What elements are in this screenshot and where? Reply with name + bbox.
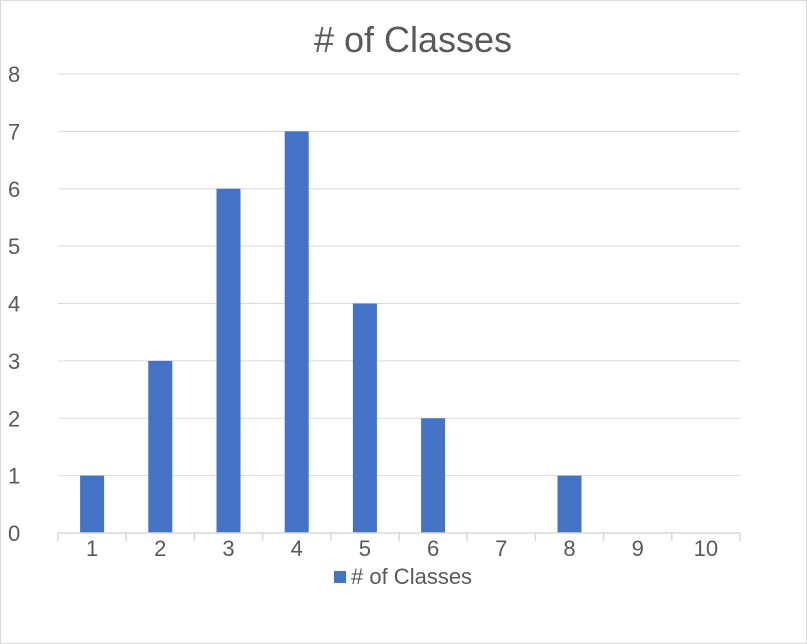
bar-8 [557, 475, 582, 533]
y-tick-label: 0 [8, 521, 20, 546]
x-tick-label: 9 [632, 536, 644, 561]
y-tick-label: 8 [8, 62, 20, 87]
bar-5 [352, 303, 377, 533]
legend: # of Classes [334, 564, 472, 589]
x-tick-label: 6 [427, 536, 439, 561]
bar-2 [148, 360, 173, 533]
x-tick-label: 2 [154, 536, 166, 561]
legend-swatch [334, 571, 346, 583]
x-tick-label: 3 [222, 536, 234, 561]
y-tick-label: 2 [8, 406, 20, 431]
x-tick-label: 10 [694, 536, 718, 561]
y-tick-label: 5 [8, 234, 20, 259]
y-tick-label: 1 [8, 464, 20, 489]
x-axis-ticks: 1 2 3 4 5 6 7 8 9 10 [86, 536, 718, 561]
chart-title: # of Classes [314, 19, 512, 60]
bar-6 [421, 418, 446, 533]
x-tick-label: 4 [291, 536, 303, 561]
bar-1 [80, 475, 105, 533]
y-tick-label: 6 [8, 177, 20, 202]
legend-label: # of Classes [351, 564, 472, 589]
x-tick-label: 1 [86, 536, 98, 561]
x-tick-label: 5 [359, 536, 371, 561]
x-tick-label: 8 [563, 536, 575, 561]
x-axis [57, 532, 741, 541]
y-axis-ticks: 0 1 2 3 4 5 6 7 8 [8, 62, 20, 546]
y-tick-label: 4 [8, 292, 20, 317]
bar-4 [284, 131, 309, 533]
y-tick-label: 3 [8, 349, 20, 374]
bar-3 [216, 188, 241, 533]
x-tick-label: 7 [495, 536, 507, 561]
bars [80, 131, 582, 533]
y-tick-label: 7 [8, 119, 20, 144]
